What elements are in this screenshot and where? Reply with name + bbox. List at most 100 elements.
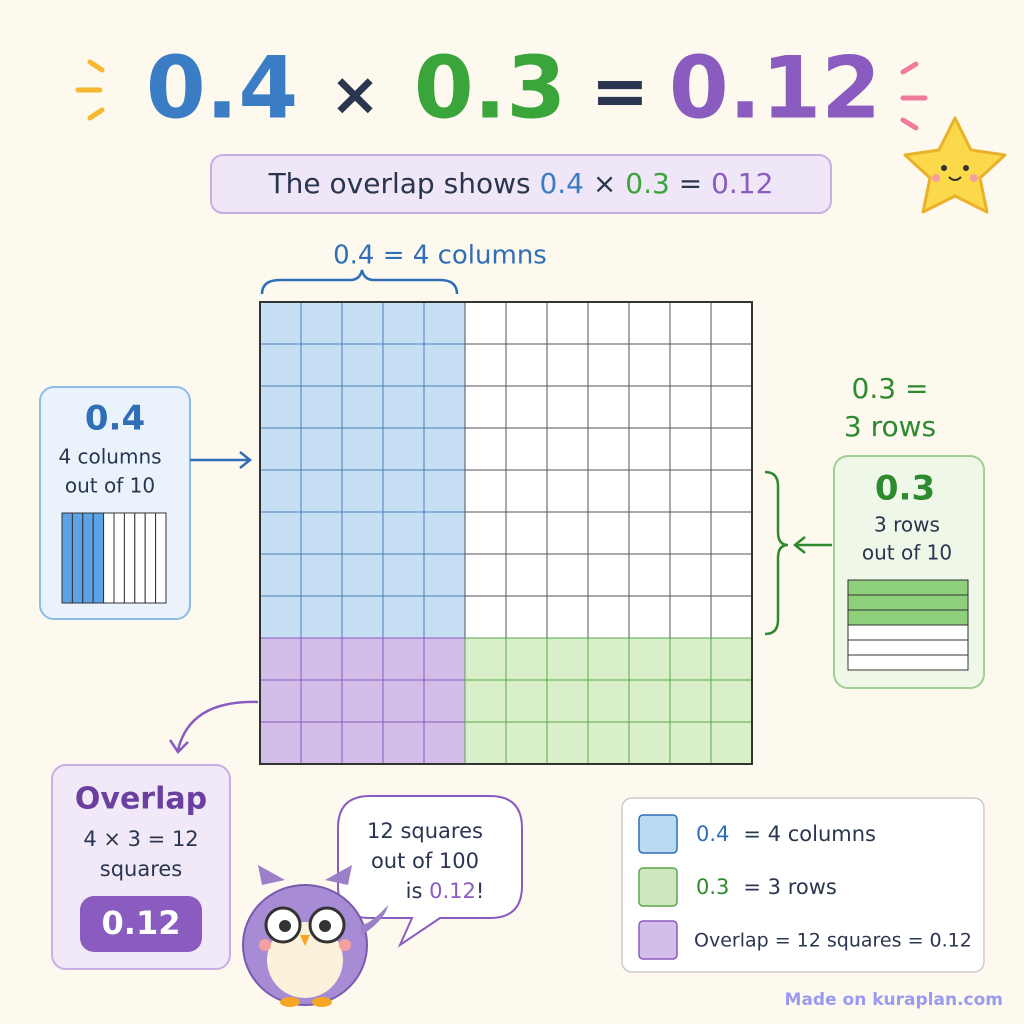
owl	[242, 865, 388, 1007]
cell	[464, 385, 507, 429]
left-arrow	[190, 451, 253, 469]
cell	[341, 511, 384, 555]
cell	[300, 301, 343, 345]
subtitle-a: 0.4	[539, 167, 584, 200]
cell	[423, 679, 466, 723]
cell	[710, 721, 753, 765]
mini-row	[847, 624, 969, 641]
legend-text: = 3 rows	[743, 875, 836, 899]
cell	[423, 469, 466, 513]
cell	[628, 553, 671, 597]
title: 0.4 × 0.3 = 0.12	[146, 38, 881, 138]
cell	[628, 469, 671, 513]
cell	[464, 343, 507, 387]
cell	[259, 721, 302, 765]
cell	[505, 679, 548, 723]
cell	[587, 343, 630, 387]
legend-value: 0.4	[696, 822, 729, 846]
cell	[423, 385, 466, 429]
cell	[628, 595, 671, 639]
mini-column	[144, 512, 157, 604]
left-mini-bar	[61, 512, 167, 604]
cell	[505, 385, 548, 429]
cell	[628, 427, 671, 471]
cell	[546, 385, 589, 429]
subtitle-box	[210, 154, 832, 214]
cell	[587, 595, 630, 639]
cell	[505, 637, 548, 681]
legend-value: 0.3	[696, 875, 729, 899]
mini-column	[82, 512, 94, 604]
overlap-value-pill	[80, 896, 202, 952]
cell	[505, 553, 548, 597]
cell	[710, 637, 753, 681]
cell	[587, 301, 630, 345]
mini-column	[134, 512, 146, 604]
mini-row	[847, 609, 969, 626]
cell	[259, 511, 302, 555]
cell	[669, 679, 712, 723]
legend-entry: 0.3 = 3 rows	[696, 875, 837, 899]
speech-value: 0.12	[429, 879, 476, 903]
speech-bubble	[337, 795, 523, 948]
cell	[710, 343, 753, 387]
cell	[669, 469, 712, 513]
speech-is: is	[406, 879, 429, 903]
cell	[464, 553, 507, 597]
left-box-value: 0.4	[85, 399, 145, 439]
grid	[259, 301, 753, 765]
cell	[259, 301, 302, 345]
mini-row	[847, 639, 969, 656]
cell	[341, 679, 384, 723]
cell	[300, 469, 343, 513]
cell	[587, 553, 630, 597]
cell	[423, 553, 466, 597]
subtitle-times: ×	[584, 167, 625, 200]
cell	[259, 679, 302, 723]
cell	[300, 343, 343, 387]
right-arrow	[792, 536, 832, 554]
cell	[505, 595, 548, 639]
grid-border	[259, 301, 753, 765]
cell	[546, 553, 589, 597]
cell	[382, 679, 425, 723]
subtitle-lead: The overlap shows	[268, 167, 540, 200]
cell	[423, 595, 466, 639]
cell	[300, 721, 343, 765]
cell	[628, 385, 671, 429]
cell	[259, 595, 302, 639]
cell	[382, 637, 425, 681]
right-brace	[764, 470, 789, 636]
cell	[423, 721, 466, 765]
cell	[669, 721, 712, 765]
mini-column	[155, 512, 167, 604]
cell	[464, 511, 507, 555]
cell	[710, 679, 753, 723]
cell	[628, 301, 671, 345]
title-middle: 0.3	[414, 38, 566, 138]
mini-column	[71, 512, 84, 604]
speech-end: !	[476, 879, 484, 903]
right-box-line1: 3 rows	[874, 513, 940, 537]
cell	[710, 427, 753, 471]
right-label-line2: 3 rows	[844, 410, 936, 443]
title-right: 0.12	[669, 38, 881, 138]
cell	[382, 595, 425, 639]
cell	[464, 721, 507, 765]
cell	[546, 679, 589, 723]
title-equals: =	[591, 50, 650, 132]
cell	[669, 511, 712, 555]
cell	[546, 721, 589, 765]
cell	[382, 511, 425, 555]
right-box-value: 0.3	[875, 469, 935, 509]
cell	[300, 385, 343, 429]
cell	[382, 427, 425, 471]
title-left: 0.4	[146, 38, 298, 138]
cell	[259, 427, 302, 471]
overlap-line2: squares	[100, 857, 182, 881]
cell	[710, 469, 753, 513]
cell	[587, 637, 630, 681]
cell	[669, 385, 712, 429]
